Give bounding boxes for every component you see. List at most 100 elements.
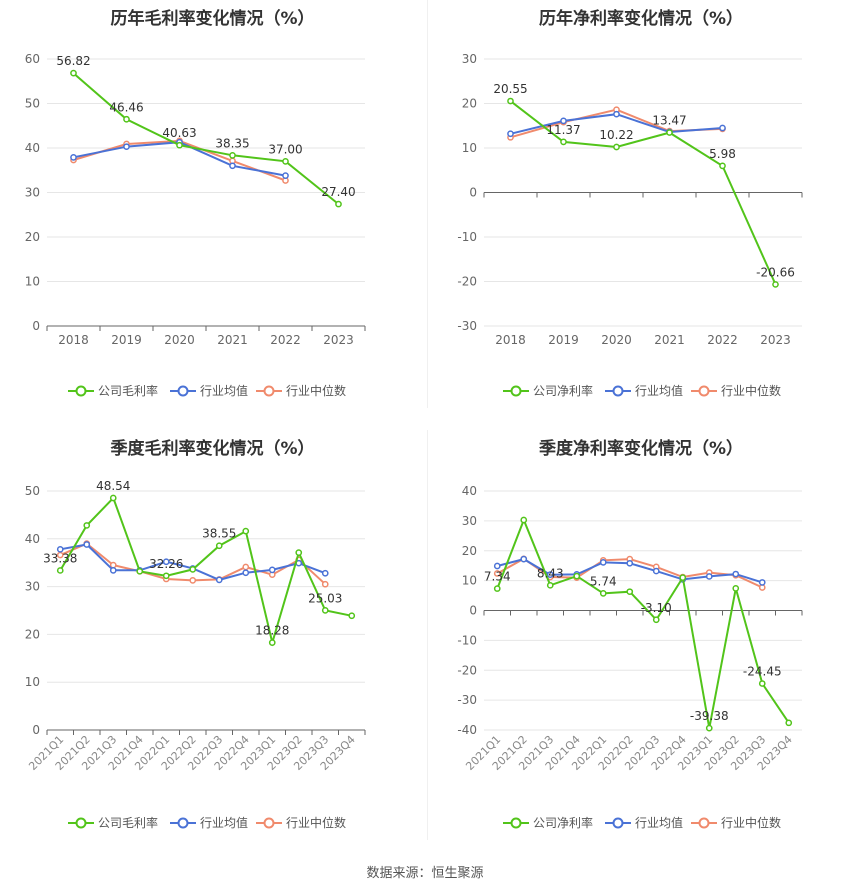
y-tick-label: 30 xyxy=(25,186,40,200)
data-point[interactable] xyxy=(56,567,64,574)
legend-label[interactable]: 公司毛利率 xyxy=(98,815,158,830)
data-label: 5.74 xyxy=(590,574,617,588)
data-point[interactable] xyxy=(758,680,766,687)
data-point[interactable] xyxy=(56,545,64,553)
legend-marker-icon[interactable] xyxy=(612,385,624,397)
data-point[interactable] xyxy=(599,559,607,566)
data-point[interactable] xyxy=(109,561,117,569)
data-point[interactable] xyxy=(242,527,250,535)
data-point[interactable] xyxy=(560,138,567,146)
data-point[interactable] xyxy=(321,569,329,577)
data-point[interactable] xyxy=(321,580,329,588)
data-point[interactable] xyxy=(652,616,660,624)
data-point[interactable] xyxy=(268,566,276,574)
data-point[interactable] xyxy=(83,522,91,529)
data-point[interactable] xyxy=(70,69,77,77)
data-point[interactable] xyxy=(215,542,223,550)
data-point[interactable] xyxy=(599,590,607,597)
data-point[interactable] xyxy=(215,576,223,584)
legend-label[interactable]: 公司毛利率 xyxy=(98,383,158,398)
legend-label[interactable]: 行业中位数 xyxy=(286,383,346,398)
legend-label[interactable]: 行业中位数 xyxy=(721,383,781,398)
data-point[interactable] xyxy=(70,153,77,161)
data-point[interactable] xyxy=(719,162,726,170)
legend-marker-icon[interactable] xyxy=(263,817,275,829)
data-point[interactable] xyxy=(109,494,117,502)
data-point[interactable] xyxy=(705,724,713,732)
data-point[interactable] xyxy=(189,566,197,573)
legend-label[interactable]: 行业均值 xyxy=(200,815,248,830)
data-point[interactable] xyxy=(520,516,528,524)
data-point[interactable] xyxy=(295,549,303,557)
legend-label[interactable]: 行业中位数 xyxy=(721,815,781,830)
data-point[interactable] xyxy=(560,117,567,125)
data-point[interactable] xyxy=(242,569,250,577)
legend-marker-icon[interactable] xyxy=(177,385,189,397)
data-point[interactable] xyxy=(189,577,197,584)
legend-marker-icon[interactable] xyxy=(263,385,275,397)
legend-marker-icon[interactable] xyxy=(698,817,710,829)
data-point[interactable] xyxy=(652,567,660,575)
legend-label[interactable]: 公司净利率 xyxy=(533,815,593,830)
legend-marker-icon[interactable] xyxy=(75,385,87,397)
data-point[interactable] xyxy=(242,563,250,571)
y-tick-label: 20 xyxy=(462,97,477,111)
legend-marker-icon[interactable] xyxy=(698,385,710,397)
data-point[interactable] xyxy=(493,562,501,570)
legend-marker-icon[interactable] xyxy=(510,817,522,829)
legend-marker-icon[interactable] xyxy=(612,817,624,829)
data-point[interactable] xyxy=(123,143,130,151)
data-point[interactable] xyxy=(679,574,687,581)
data-point[interactable] xyxy=(626,559,634,567)
legend-label[interactable]: 行业中位数 xyxy=(286,815,346,830)
data-point[interactable] xyxy=(613,110,620,118)
data-point[interactable] xyxy=(136,567,144,575)
data-point[interactable] xyxy=(626,588,634,596)
legend-marker-icon[interactable] xyxy=(510,385,522,397)
data-point[interactable] xyxy=(573,572,581,580)
data-point[interactable] xyxy=(732,585,740,592)
data-point[interactable] xyxy=(507,130,514,138)
data-point[interactable] xyxy=(162,558,170,566)
data-point[interactable] xyxy=(758,579,766,586)
y-tick-label: -30 xyxy=(457,319,477,333)
legend-label[interactable]: 公司净利率 xyxy=(533,383,593,398)
data-point[interactable] xyxy=(83,541,91,548)
legend-label[interactable]: 行业均值 xyxy=(200,383,248,398)
data-point[interactable] xyxy=(719,124,726,132)
data-point[interactable] xyxy=(507,97,514,105)
y-tick-label: -10 xyxy=(457,633,477,647)
data-point[interactable] xyxy=(493,585,501,592)
data-point[interactable] xyxy=(520,555,528,563)
data-point[interactable] xyxy=(546,571,554,578)
x-tick-label: 2022 xyxy=(707,333,738,347)
data-point[interactable] xyxy=(772,281,779,288)
data-point[interactable] xyxy=(546,581,554,589)
data-point[interactable] xyxy=(613,143,620,151)
data-point[interactable] xyxy=(282,172,289,179)
data-point[interactable] xyxy=(109,566,117,574)
data-point[interactable] xyxy=(229,151,236,159)
data-label: 18.28 xyxy=(255,624,289,638)
legend-marker-icon[interactable] xyxy=(177,817,189,829)
data-point[interactable] xyxy=(348,612,356,620)
data-point[interactable] xyxy=(732,570,740,578)
data-point[interactable] xyxy=(705,573,713,580)
data-point[interactable] xyxy=(268,639,276,646)
data-point[interactable] xyxy=(162,572,170,580)
y-tick-label: -30 xyxy=(457,693,477,707)
legend-label[interactable]: 行业均值 xyxy=(635,383,683,398)
data-point[interactable] xyxy=(666,129,673,136)
quarterly-gross-margin-chart: 010203040502021Q12021Q22021Q32021Q42022Q… xyxy=(25,479,366,830)
data-point[interactable] xyxy=(321,607,329,614)
legend-marker-icon[interactable] xyxy=(75,817,87,829)
data-point[interactable] xyxy=(785,719,793,727)
data-label: 32.26 xyxy=(149,557,183,571)
data-point[interactable] xyxy=(493,570,501,577)
data-point[interactable] xyxy=(176,141,183,149)
data-point[interactable] xyxy=(123,115,130,123)
data-point[interactable] xyxy=(282,158,289,165)
data-point[interactable] xyxy=(335,200,342,208)
data-point[interactable] xyxy=(229,162,236,170)
legend-label[interactable]: 行业均值 xyxy=(635,815,683,830)
